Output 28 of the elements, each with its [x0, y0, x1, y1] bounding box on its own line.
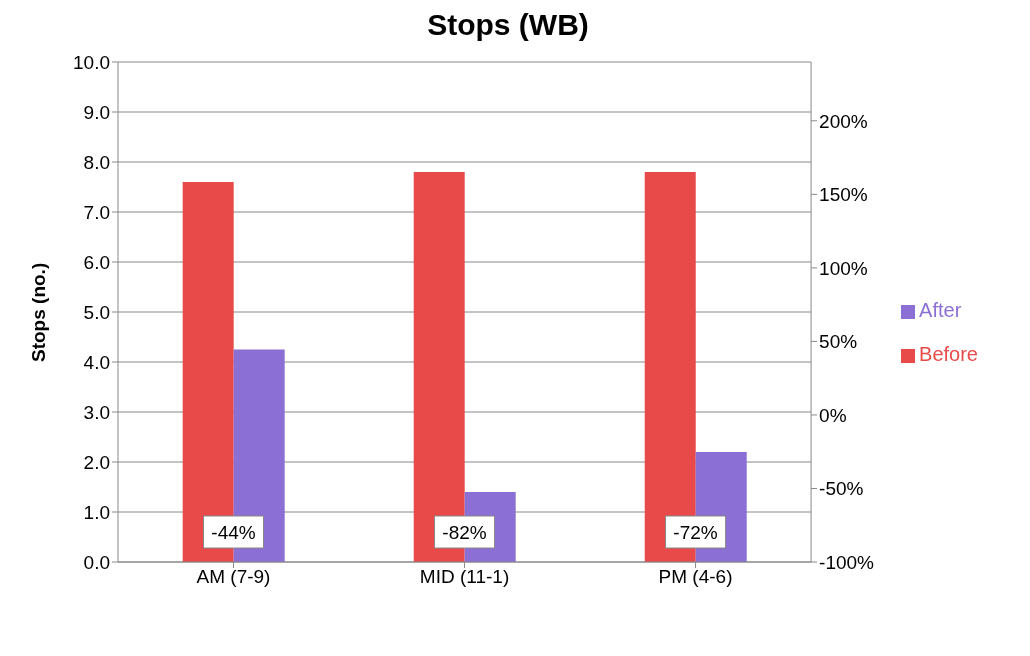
annotation: -44% [211, 522, 256, 543]
y-tick-label: 1.0 [83, 501, 110, 523]
y-tick-label: 6.0 [83, 251, 110, 273]
x-tick-label: MID (11-1) [419, 566, 510, 588]
y2-tick-label: 200% [819, 110, 868, 132]
y2-tick-label: 100% [819, 257, 868, 279]
y2-tick-label: 50% [819, 331, 858, 353]
annotation: -72% [673, 522, 718, 543]
legend-label: After [919, 299, 962, 321]
y-tick-label: 5.0 [83, 301, 110, 323]
y-tick-label: 8.0 [83, 151, 110, 173]
y-tick-label: 2.0 [83, 451, 110, 473]
y-tick-label: 10.0 [73, 51, 110, 73]
legend-label: Before [919, 343, 978, 365]
y2-tick-label: -50% [819, 478, 864, 500]
y-tick-label: 3.0 [83, 401, 110, 423]
x-tick-label: AM (7-9) [196, 566, 271, 588]
y-tick-label: 9.0 [83, 101, 110, 123]
x-tick-label: PM (4-6) [658, 566, 733, 588]
annotation: -82% [442, 522, 487, 543]
y-tick-label: 0.0 [83, 551, 110, 573]
y2-tick-label: -100% [819, 551, 875, 573]
y-tick-label: 4.0 [83, 351, 110, 373]
chart-title: Stops (WB) [426, 8, 590, 43]
y2-tick-label: 0% [819, 404, 847, 426]
y-axis-title: Stops (no.) [27, 262, 49, 362]
y-tick-label: 7.0 [83, 201, 110, 223]
y2-tick-label: 150% [819, 184, 868, 206]
